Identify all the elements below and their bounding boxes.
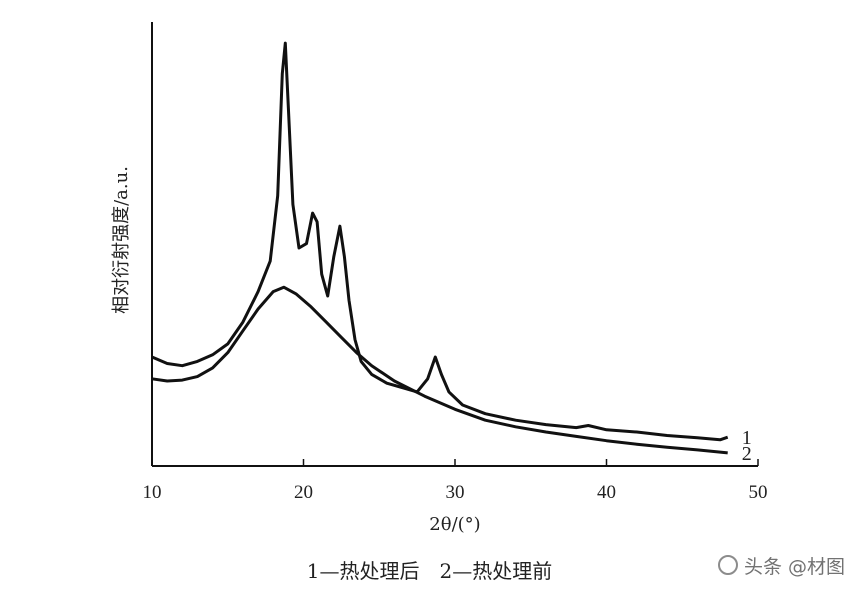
series-tag-1: 1 [742, 427, 752, 449]
y-axis-title: 相对衍射强度/a.u. [111, 166, 132, 314]
x-tick-label: 50 [749, 482, 768, 503]
series-lines [151, 41, 729, 455]
watermark: 头条 @材图 [717, 552, 845, 579]
watermark-text: 头条 @材图 [743, 556, 845, 578]
x-tick-label: 40 [597, 482, 616, 503]
series-line-1 [151, 41, 729, 442]
series-tags: 12 [742, 427, 752, 465]
x-axis-title: 2θ/(°) [429, 514, 480, 535]
x-tick-label: 30 [446, 482, 465, 503]
x-ticks: 10 20 30 40 50 [143, 459, 768, 503]
x-tick-label: 20 [294, 482, 313, 503]
series-line-2 [151, 285, 728, 455]
series-tag-2: 2 [742, 443, 752, 465]
watermark-icon [717, 555, 738, 575]
x-tick-label: 10 [143, 482, 162, 503]
figure-caption: 1—热处理后 2—热处理前 [306, 559, 553, 583]
